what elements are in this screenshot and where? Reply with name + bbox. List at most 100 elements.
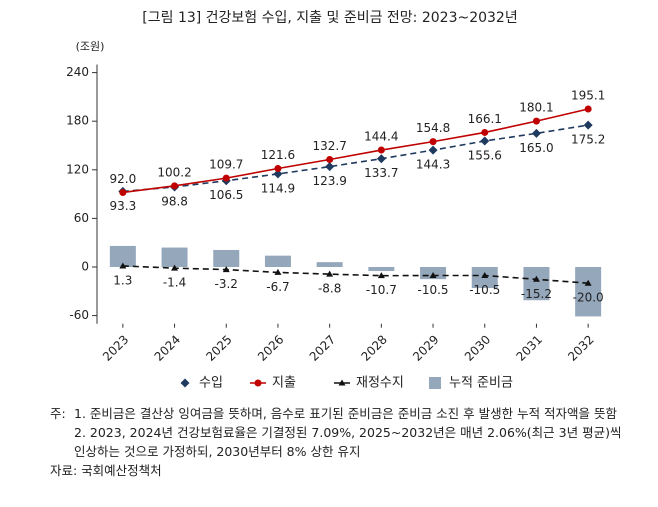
data-label: 165.0 <box>519 141 553 155</box>
point <box>481 272 489 279</box>
data-label: 155.6 <box>468 148 502 162</box>
bar <box>264 255 291 267</box>
point <box>326 156 334 164</box>
x-tick-label: 2032 <box>565 332 596 363</box>
legend-symbol <box>338 379 346 386</box>
legend-symbol <box>429 377 441 389</box>
x-tick-label: 2029 <box>410 332 441 363</box>
note: 2. 2023, 2024년 건강보험료율은 기결정된 7.09%, 2025~… <box>74 425 622 459</box>
data-label: 121.6 <box>261 148 295 162</box>
point <box>584 105 592 113</box>
point <box>480 136 490 146</box>
legend-label: 재정수지 <box>356 376 404 391</box>
point <box>428 145 438 155</box>
data-label: 133.7 <box>364 166 398 180</box>
data-label: 114.9 <box>261 181 295 195</box>
data-label: 195.1 <box>571 88 605 102</box>
data-label: 144.4 <box>364 130 398 144</box>
y-tick-label: -60 <box>69 308 89 322</box>
data-label: -20.0 <box>573 291 604 305</box>
y-tick-label: 240 <box>66 65 89 79</box>
x-tick-label: 2027 <box>307 332 338 363</box>
point <box>532 117 540 125</box>
data-label: 154.8 <box>416 121 450 135</box>
point <box>532 275 540 282</box>
note-row: 주: 1. 준비금은 결산상 잉여금을 뜻하며, 음수로 표기된 준비금은 준비… <box>50 404 635 423</box>
point <box>481 128 489 136</box>
data-label: -1.4 <box>163 276 186 290</box>
y-tick-label: 0 <box>81 260 89 274</box>
data-label: 109.7 <box>209 158 243 172</box>
data-label: 166.1 <box>468 112 502 126</box>
point <box>171 264 179 271</box>
x-tick-label: 2031 <box>514 332 545 363</box>
data-label: 144.3 <box>416 158 450 172</box>
data-label: 92.0 <box>109 172 136 186</box>
point <box>531 128 541 138</box>
data-label: 106.5 <box>209 188 243 202</box>
legend-symbol <box>254 379 262 387</box>
bar <box>213 249 240 267</box>
point <box>119 188 127 196</box>
point <box>429 272 437 279</box>
data-label: 123.9 <box>312 174 346 188</box>
legend-label: 수입 <box>199 376 223 391</box>
notes: 주: 1. 준비금은 결산상 잉여금을 뜻하며, 음수로 표기된 준비금은 준비… <box>50 404 635 480</box>
point <box>325 162 335 172</box>
x-tick-label: 2025 <box>203 332 234 363</box>
data-label: 93.3 <box>109 199 136 213</box>
bar <box>368 267 395 272</box>
y-tick-label: 60 <box>74 211 89 225</box>
point <box>377 272 385 279</box>
chart-title: [그림 13] 건강보험 수입, 지출 및 준비금 전망: 2023~2032년 <box>142 10 517 26</box>
x-tick-label: 2026 <box>255 332 286 363</box>
data-label: 98.8 <box>161 194 188 208</box>
legend-symbol <box>180 378 190 388</box>
data-label: 100.2 <box>157 165 191 179</box>
notes-label: 주: <box>50 406 66 421</box>
x-tick-label: 2030 <box>462 332 493 363</box>
data-label: 175.2 <box>571 133 605 147</box>
point <box>584 279 592 286</box>
unit-label: (조원) <box>76 40 105 53</box>
spacer <box>50 423 72 461</box>
data-label: -10.5 <box>469 283 500 297</box>
x-tick-label: 2024 <box>152 332 183 363</box>
point <box>222 266 230 273</box>
data-label: -15.2 <box>521 287 552 301</box>
point <box>273 169 283 179</box>
data-label: 180.1 <box>519 101 553 115</box>
point <box>377 146 385 154</box>
bar <box>575 267 602 317</box>
bar <box>109 245 136 267</box>
data-label: -3.2 <box>215 277 238 291</box>
point <box>274 268 282 275</box>
legend-label: 누적 준비금 <box>449 376 513 391</box>
x-tick-label: 2028 <box>358 332 389 363</box>
chart: [그림 13] 건강보험 수입, 지출 및 준비금 전망: 2023~2032년… <box>66 10 605 391</box>
data-label: 1.3 <box>113 273 132 287</box>
point <box>326 270 334 277</box>
bar <box>316 262 343 267</box>
bar <box>161 247 188 267</box>
point <box>119 262 127 269</box>
point <box>222 174 230 182</box>
data-label: -10.5 <box>418 283 449 297</box>
data-label: -6.7 <box>266 280 289 294</box>
line <box>122 124 589 193</box>
y-tick-label: 120 <box>66 162 89 176</box>
line <box>122 108 589 194</box>
note: 1. 준비금은 결산상 잉여금을 뜻하며, 음수로 표기된 준비금은 준비금 소… <box>74 406 618 421</box>
point <box>274 165 282 173</box>
y-tick-label: 180 <box>66 114 89 128</box>
source: 자료: 국회예산정책처 <box>50 463 162 478</box>
point <box>429 138 437 146</box>
x-tick-label: 2023 <box>100 332 131 363</box>
point <box>171 182 179 190</box>
line <box>122 265 589 284</box>
data-label: -10.7 <box>366 283 397 297</box>
point <box>376 154 386 164</box>
bar <box>523 267 550 301</box>
legend-label: 지출 <box>272 376 296 391</box>
